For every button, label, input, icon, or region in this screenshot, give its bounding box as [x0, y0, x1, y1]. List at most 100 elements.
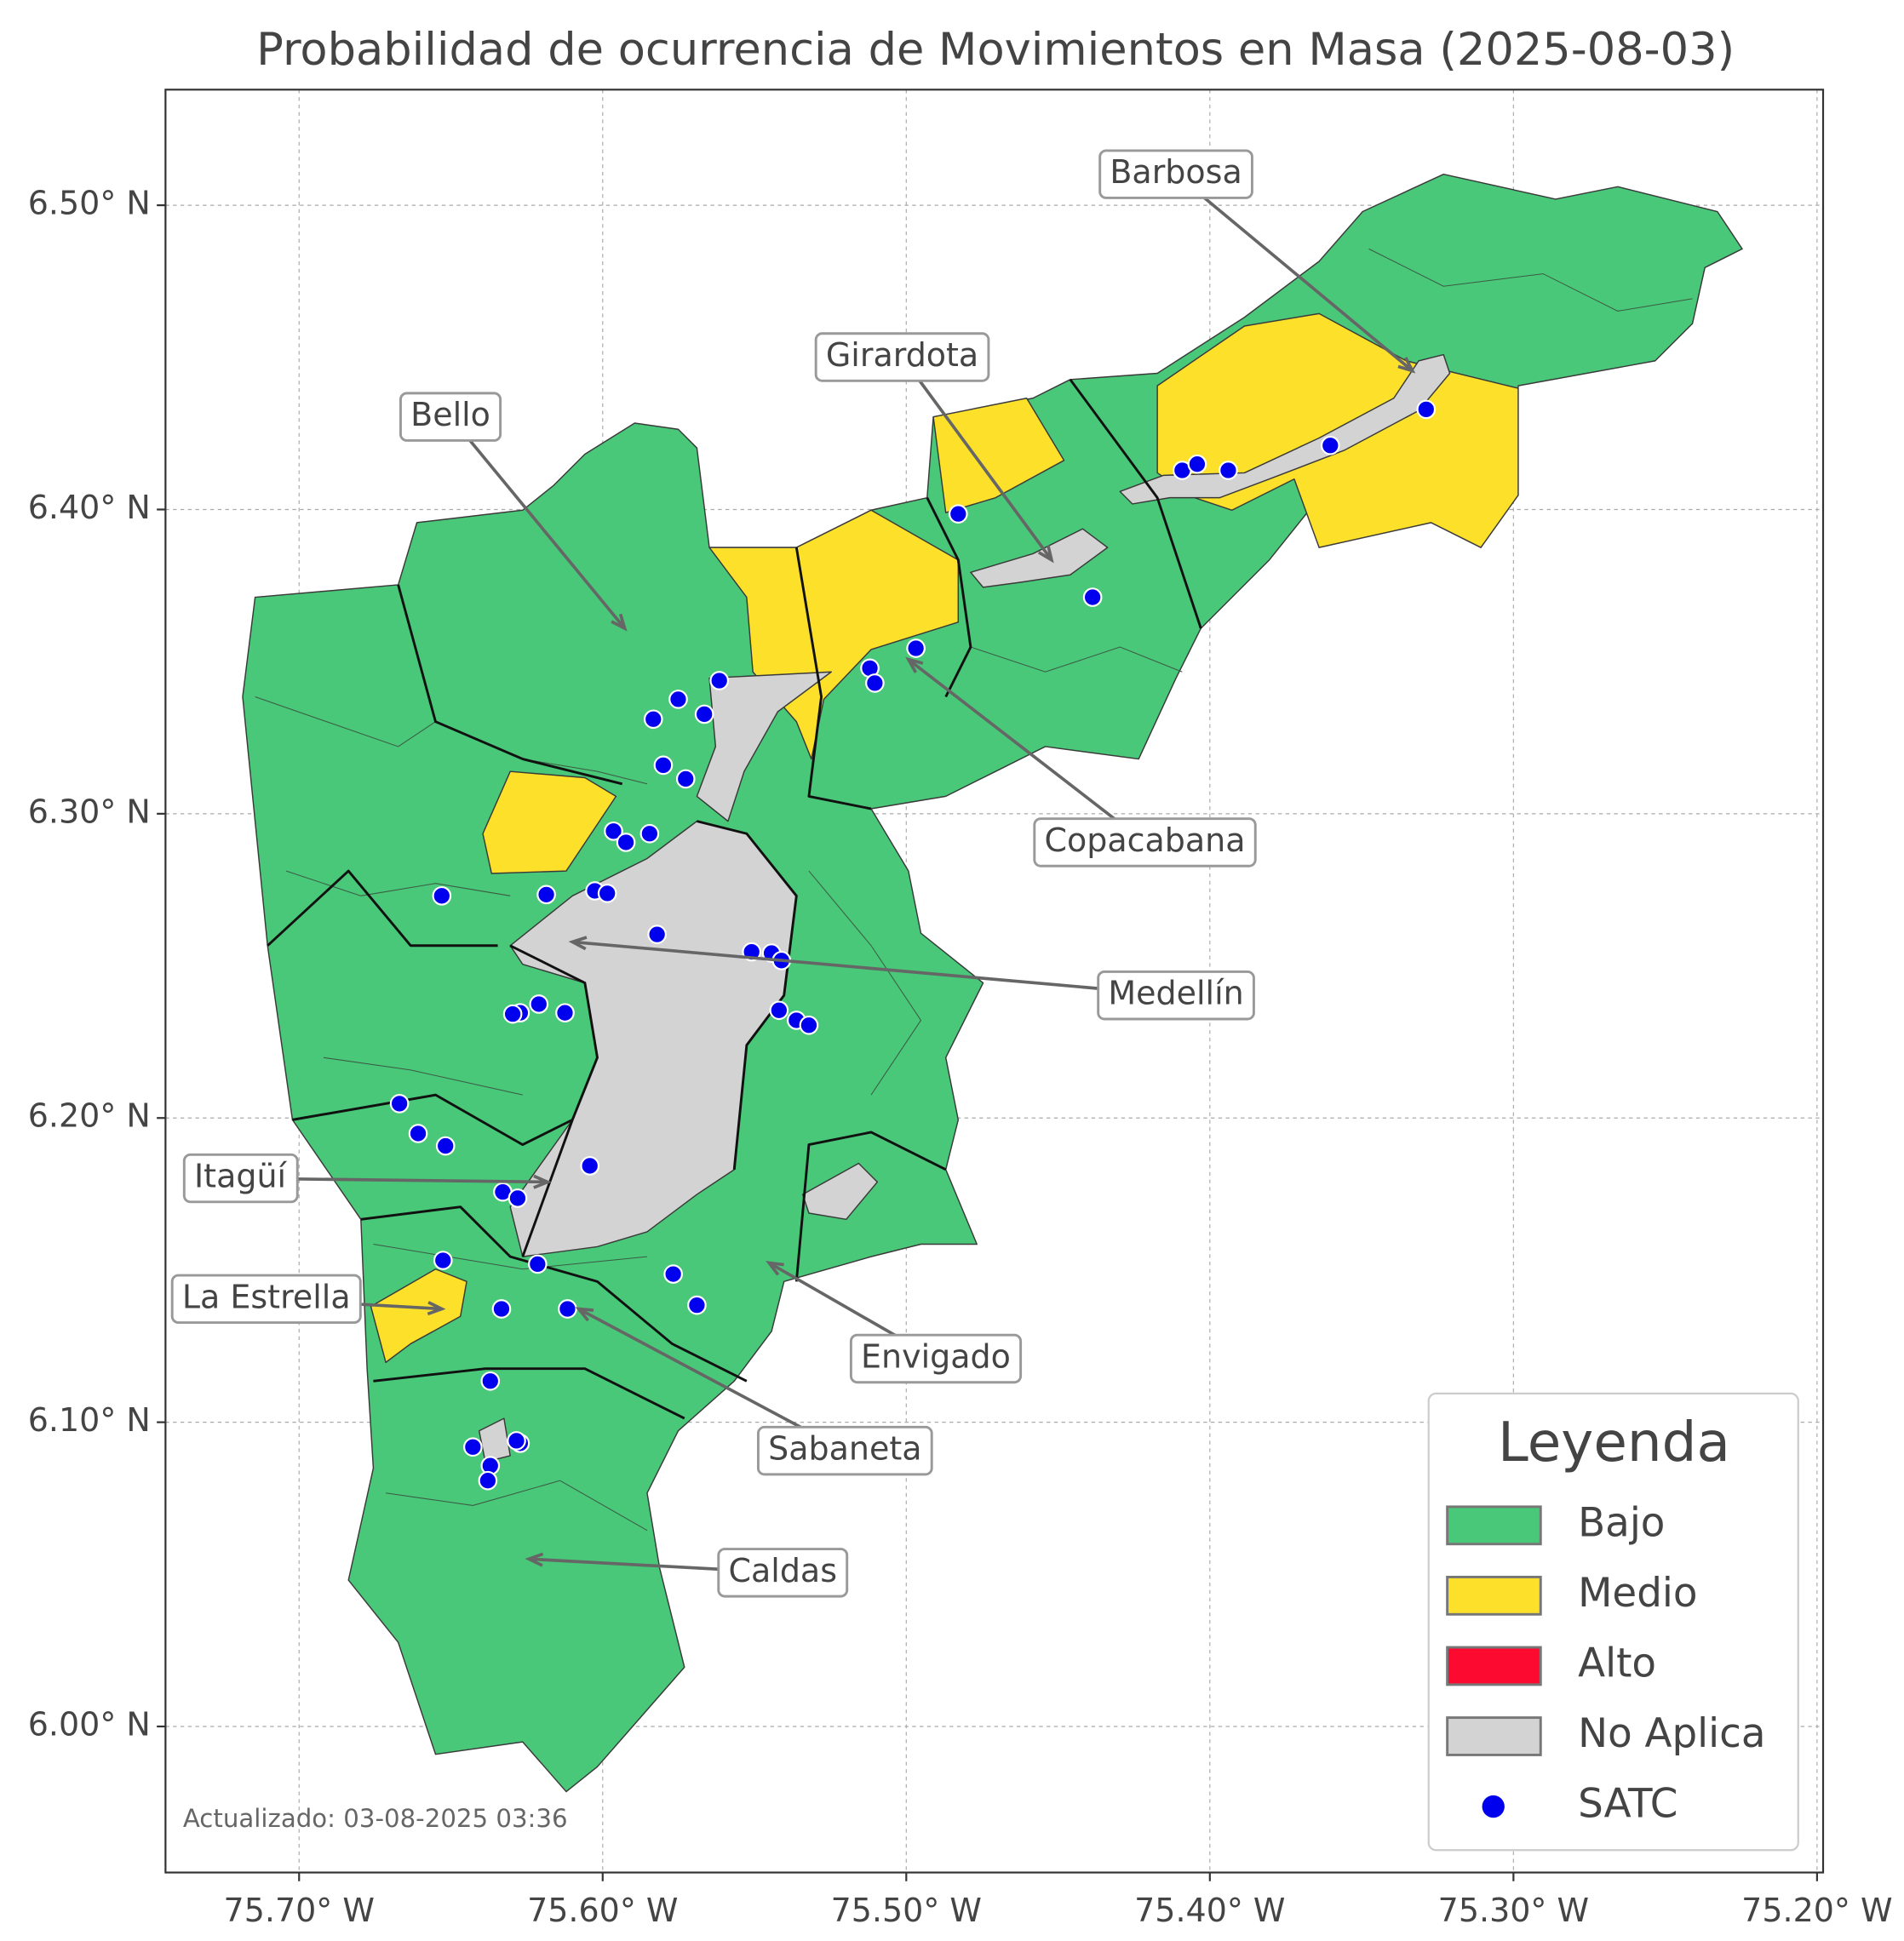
satc-point [799, 1015, 819, 1035]
satc-point [507, 1431, 526, 1451]
x-tick-label: 75.50° W [831, 1892, 982, 1929]
x-tick-label: 75.40° W [1134, 1892, 1285, 1929]
satc-point [478, 1470, 498, 1491]
municipal-boundary [509, 944, 599, 1257]
satc-point [536, 885, 556, 905]
subdivision [808, 870, 922, 1096]
annotation-arrowhead [611, 613, 628, 632]
annotation-label: Copacabana [1044, 822, 1245, 859]
subdivision [970, 646, 1183, 673]
satc-point [906, 638, 926, 658]
y-tick-label: 6.40° N [28, 489, 151, 526]
annotation-arrowhead [533, 1174, 552, 1189]
annotation-arrowhead [575, 1307, 594, 1322]
annotation-label: Medellín [1108, 975, 1243, 1012]
axes: 75.70° W 75.60° W 75.50° W 75.40° W 75.30° W… [28, 185, 1893, 1929]
legend: Leyenda Bajo Medio Alto No Aplica SATC [1427, 1392, 1799, 1852]
annotation-label: Itagüí [194, 1158, 288, 1195]
satc-point [663, 1264, 683, 1284]
municipal-boundary [794, 1131, 947, 1282]
annotations: Barbosa Girardota Bello Copacabana Medellín I… [170, 149, 1416, 1598]
footnote: Actualizado: 03-08-2025 03:36 [183, 1804, 568, 1833]
satc-point [463, 1437, 483, 1457]
satc-point [639, 823, 660, 844]
legend-label: Medio [1578, 1571, 1697, 1617]
x-tick-label: 75.70° W [224, 1892, 375, 1929]
subdivision [1368, 248, 1693, 312]
legend-label: SATC [1578, 1782, 1677, 1828]
annotation-box [1033, 817, 1257, 867]
municipal-boundary [697, 820, 798, 1170]
annotation-box [1097, 970, 1255, 1021]
subdivision [385, 1480, 648, 1532]
satc-point [529, 994, 549, 1014]
legend-label: Alto [1578, 1640, 1656, 1686]
satc-point [558, 1299, 577, 1319]
x-tick-label: 75.20° W [1741, 1892, 1892, 1929]
y-tick-label: 6.30° N [28, 793, 151, 830]
satc-point [432, 885, 452, 906]
municipal-boundary [373, 1367, 685, 1420]
annotation-arrowhead [427, 1301, 446, 1316]
satc-point [408, 1124, 428, 1143]
region-medio [482, 770, 617, 874]
satc-point [528, 1254, 548, 1274]
satc-point [616, 833, 636, 852]
annotation-arrow [572, 940, 1177, 998]
satc-point [694, 704, 714, 724]
municipal-boundary [794, 547, 872, 810]
annotation-arrow [1174, 173, 1414, 372]
annotation-label: Envigado [861, 1337, 1011, 1375]
y-tick-label: 6.00° N [28, 1706, 151, 1743]
annotation-box [170, 1274, 362, 1325]
legend-swatch [1446, 1646, 1542, 1686]
annotation-label: Sabaneta [768, 1430, 921, 1468]
satc-point [1219, 461, 1238, 480]
satc-point [668, 690, 688, 709]
legend-label: Bajo [1578, 1500, 1665, 1546]
satc-point [389, 1094, 410, 1114]
y-tick-label: 6.10° N [28, 1401, 151, 1439]
annotation-arrowhead [1037, 545, 1054, 564]
municipal-boundary [360, 1205, 748, 1383]
legend-swatch [1446, 1575, 1542, 1616]
satc-point [555, 1003, 575, 1023]
satc-point [647, 925, 667, 944]
annotation-box [756, 1425, 933, 1476]
annotation-box [717, 1548, 849, 1598]
annotation-arrowhead [905, 656, 924, 673]
satc-point [675, 769, 696, 789]
legend-swatch [1446, 1505, 1542, 1546]
annotation-arrow [907, 658, 1146, 844]
satc-point [687, 1295, 707, 1315]
annotation-box [1098, 149, 1253, 199]
municipal-boundary [267, 869, 498, 948]
annotation-arrowhead [568, 936, 588, 951]
satc-point [643, 709, 663, 730]
annotation-label: Caldas [728, 1552, 837, 1589]
satc-point [604, 821, 623, 841]
plot-frame [164, 89, 1825, 1874]
region-bajo [242, 173, 1743, 1793]
satc-point [1416, 399, 1437, 420]
satc-point [1187, 454, 1207, 474]
legend-title: Leyenda [1498, 1411, 1730, 1474]
annotation-arrowhead [766, 1261, 784, 1276]
region-no-aplica [801, 1162, 879, 1221]
annotation-label: La Estrella [182, 1278, 351, 1315]
region-medio [932, 398, 1065, 513]
satc-point [435, 1136, 456, 1156]
y-tick-label: 6.20° N [28, 1097, 151, 1135]
municipal-boundary [292, 1093, 573, 1147]
satc-point [709, 671, 730, 690]
annotation-label: Bello [410, 396, 490, 433]
x-tick-label: 75.60° W [527, 1892, 678, 1929]
annotation-arrowhead [1397, 357, 1416, 374]
satc-point [597, 884, 617, 903]
y-tick-label: 6.50° N [28, 185, 151, 222]
subdivision [373, 1244, 647, 1270]
satc-point [865, 673, 885, 693]
annotation-box [849, 1333, 1023, 1384]
region-no-aplica [696, 671, 832, 822]
region-no-aplica [1119, 353, 1451, 505]
